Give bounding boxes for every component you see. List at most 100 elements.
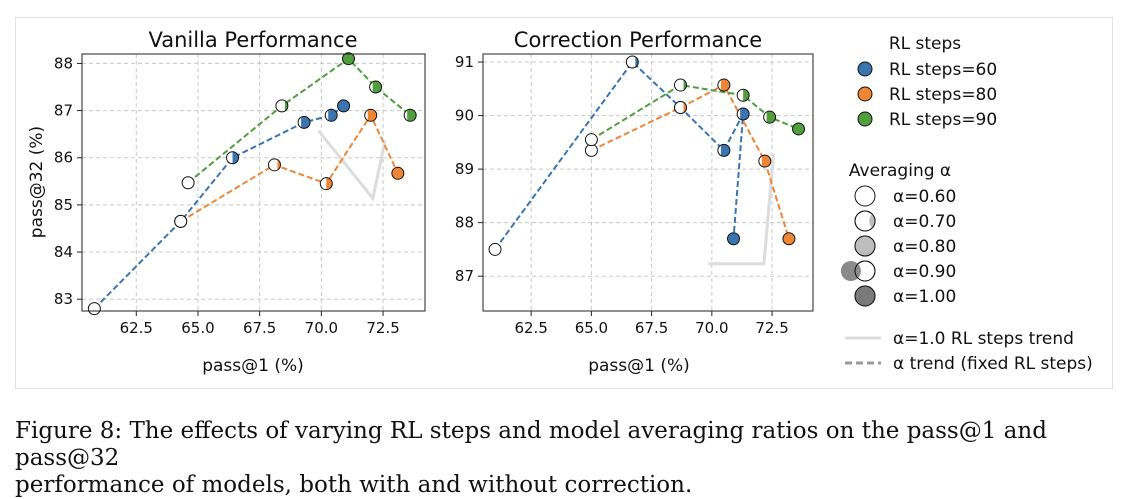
vanilla-point-rl-steps-60 [226, 151, 240, 165]
legend-rl-steps: RL steps=60 RL steps=80 RL steps=90 [857, 60, 997, 130]
legend-label-alpha-1-00: α=1.00 [893, 287, 956, 307]
vanilla-x-tick-label: 72.5 [366, 319, 399, 337]
legend-label-alpha-0-80: α=0.80 [893, 237, 956, 257]
vanilla-y-tick-label: 84 [54, 243, 73, 261]
correction-series-points [488, 55, 806, 256]
legend-marker-alpha-0-90 [840, 260, 876, 282]
vanilla-chart-title: Vanilla Performance [148, 28, 357, 52]
vanilla-x-tick-label: 62.5 [120, 319, 153, 337]
correction-x-tick-label: 62.5 [514, 319, 547, 337]
correction-point-rl-steps-60 [717, 143, 731, 157]
vanilla-plot-area [81, 53, 426, 312]
correction-alpha-1-trend-line [708, 153, 776, 266]
correction-performance-chart: 62.5 65.0 67.5 70.0 72.5 87 88 89 90 91 Correcti… [455, 28, 814, 376]
vanilla-point-rl-steps-90 [403, 108, 417, 122]
vanilla-y-tick-label: 85 [54, 196, 73, 214]
correction-point-rl-steps-80 [782, 232, 796, 246]
correction-point-rl-steps-90 [763, 110, 777, 124]
correction-y-tick-label: 90 [455, 107, 474, 125]
vanilla-point-rl-steps-60 [324, 108, 338, 122]
vanilla-trend-lines [317, 129, 387, 202]
legend-label-alpha-0-60: α=0.60 [893, 187, 956, 207]
legend-alpha-title: Averaging α [849, 161, 951, 181]
vanilla-series-line-rl-steps-60 [93, 105, 345, 310]
correction-point-rl-steps-90 [584, 133, 598, 147]
correction-point-rl-steps-60 [736, 107, 750, 121]
legend-label-rl-steps-60: RL steps=60 [889, 60, 997, 80]
vanilla-point-rl-steps-90 [342, 52, 356, 66]
legend-marker-alpha-0-80 [854, 235, 876, 257]
vanilla-x-tick-label: 67.5 [243, 319, 276, 337]
legend-marker-alpha-1-00 [854, 285, 876, 307]
vanilla-y-axis-label: pass@32 (%) [27, 126, 47, 238]
correction-point-rl-steps-90 [736, 88, 750, 102]
correction-x-axis-label: pass@1 (%) [588, 356, 690, 376]
legend-marker-alpha-0-60 [854, 185, 876, 207]
correction-series-line-rl-steps-60 [494, 60, 745, 251]
vanilla-alpha-1-trend-line [317, 129, 387, 202]
legend-marker-rl-steps-90 [857, 111, 873, 127]
correction-point-rl-steps-90 [674, 78, 688, 92]
correction-x-tick-label: 72.5 [755, 319, 788, 337]
vanilla-x-ticks: 62.5 65.0 67.5 70.0 72.5 [120, 311, 400, 337]
correction-y-tick-label: 88 [455, 214, 474, 232]
legend-label-trend-solid: α=1.0 RL steps trend [893, 329, 1074, 349]
legend-label-trend-dashed: α trend (fixed RL steps) [893, 354, 1093, 374]
legend-label-alpha-0-90: α=0.90 [893, 262, 956, 282]
vanilla-x-tick-label: 65.0 [181, 319, 214, 337]
correction-gridlines [483, 54, 813, 311]
vanilla-series-points [87, 52, 417, 316]
correction-point-rl-steps-90 [792, 122, 806, 136]
correction-x-tick-label: 65.0 [575, 319, 608, 337]
vanilla-y-tick-label: 83 [54, 290, 73, 308]
vanilla-point-rl-steps-60 [337, 99, 351, 113]
correction-x-tick-label: 70.0 [695, 319, 728, 337]
legend-averaging-alpha: α=0.60 α=0.70 α=0.80 α=0.90 α=1.00 [840, 185, 956, 307]
correction-point-rl-steps-60 [727, 232, 741, 246]
correction-trend-lines [708, 153, 776, 266]
figure-caption: Figure 8: The effects of varying RL step… [15, 418, 1047, 498]
vanilla-point-rl-steps-80 [174, 214, 188, 228]
correction-series-lines [494, 60, 799, 251]
figure-panel: 62.5 65.0 67.5 70.0 72.5 83 84 85 86 87 88 Vanill… [15, 17, 1113, 389]
vanilla-point-rl-steps-60 [297, 115, 311, 129]
correction-y-ticks: 87 88 89 90 91 [455, 53, 483, 285]
figure-svg: 62.5 65.0 67.5 70.0 72.5 83 84 85 86 87 88 Vanill… [27, 28, 1093, 376]
vanilla-y-ticks: 83 84 85 86 87 88 [54, 54, 82, 308]
correction-point-rl-steps-60 [488, 242, 502, 256]
vanilla-point-rl-steps-90 [369, 80, 383, 94]
legend-trend: α=1.0 RL steps trend α trend (fixed RL st… [845, 329, 1093, 374]
vanilla-point-rl-steps-80 [319, 177, 333, 191]
vanilla-x-tick-label: 70.0 [305, 319, 338, 337]
correction-chart-title: Correction Performance [514, 28, 762, 52]
vanilla-point-rl-steps-90 [181, 176, 195, 190]
vanilla-y-tick-label: 86 [54, 149, 73, 167]
legend-label-rl-steps-80: RL steps=80 [889, 85, 997, 105]
correction-y-tick-label: 89 [455, 160, 474, 178]
legend-label-alpha-0-70: α=0.70 [893, 212, 956, 232]
vanilla-point-rl-steps-80 [391, 166, 405, 180]
correction-point-rl-steps-60 [625, 55, 639, 69]
vanilla-point-rl-steps-90 [275, 99, 289, 113]
vanilla-point-rl-steps-80 [267, 158, 281, 172]
legend-rl-title: RL steps [889, 34, 961, 54]
legend-label-rl-steps-90: RL steps=90 [889, 110, 997, 130]
correction-plot-area [482, 53, 814, 312]
vanilla-performance-chart: 62.5 65.0 67.5 70.0 72.5 83 84 85 86 87 88 Vanill… [27, 28, 426, 376]
vanilla-y-tick-label: 88 [54, 54, 73, 72]
correction-point-rl-steps-80 [758, 154, 772, 168]
correction-y-tick-label: 91 [455, 53, 474, 71]
correction-y-tick-label: 87 [455, 267, 474, 285]
correction-x-tick-label: 67.5 [635, 319, 668, 337]
vanilla-gridlines [82, 54, 425, 311]
vanilla-point-rl-steps-80 [364, 108, 378, 122]
correction-point-rl-steps-80 [584, 143, 598, 157]
legend-marker-rl-steps-60 [857, 61, 873, 77]
correction-point-rl-steps-80 [674, 101, 688, 115]
vanilla-series-line-rl-steps-80 [180, 113, 399, 223]
vanilla-x-axis-label: pass@1 (%) [202, 356, 304, 376]
vanilla-point-rl-steps-60 [87, 302, 101, 316]
correction-point-rl-steps-80 [717, 78, 731, 92]
vanilla-y-tick-label: 87 [54, 102, 73, 120]
